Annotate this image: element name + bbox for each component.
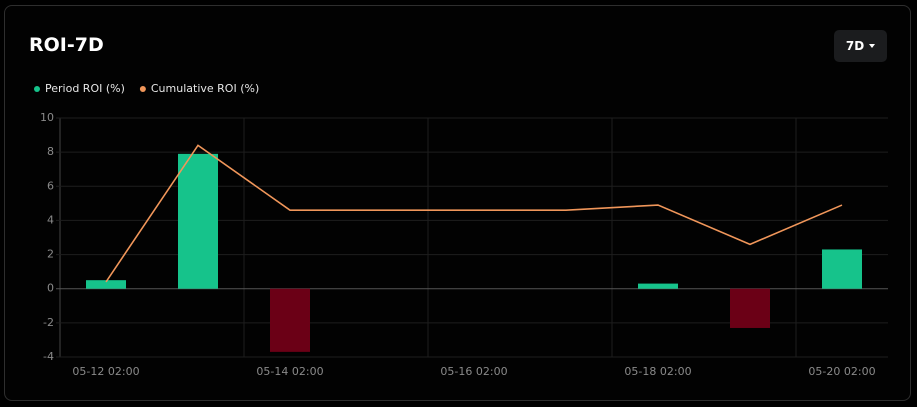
y-tick-label: -4 [43,350,54,363]
x-tick-label: 05-14 02:00 [256,365,323,378]
legend-label: Cumulative ROI (%) [151,82,259,95]
y-tick-label: -2 [43,316,54,329]
card: ROI-7D 7D [4,5,911,401]
y-tick-label: 4 [47,213,54,226]
card-title: ROI-7D [29,34,104,56]
x-tick-label: 05-20 02:00 [808,365,875,378]
range-dropdown[interactable]: 7D [834,30,887,62]
y-tick-label: 0 [47,282,54,295]
legend-label: Period ROI (%) [45,82,125,95]
bar [638,283,678,289]
range-label: 7D [845,39,865,53]
line [105,144,843,283]
y-tick-label: 10 [40,111,54,124]
x-tick-label: 05-16 02:00 [440,365,507,378]
bar [178,153,218,289]
x-tick-label: 05-12 02:00 [72,365,139,378]
bar [86,280,126,289]
bar [822,249,862,289]
y-tick-label: 2 [47,248,54,261]
y-tick-label: 6 [47,179,54,192]
y-tick-label: 8 [47,145,54,158]
x-tick-label: 05-18 02:00 [624,365,691,378]
bar [270,288,310,352]
caret-icon [869,44,876,48]
legend-marker [139,86,146,92]
bar [730,288,770,328]
legend-marker [34,86,40,92]
